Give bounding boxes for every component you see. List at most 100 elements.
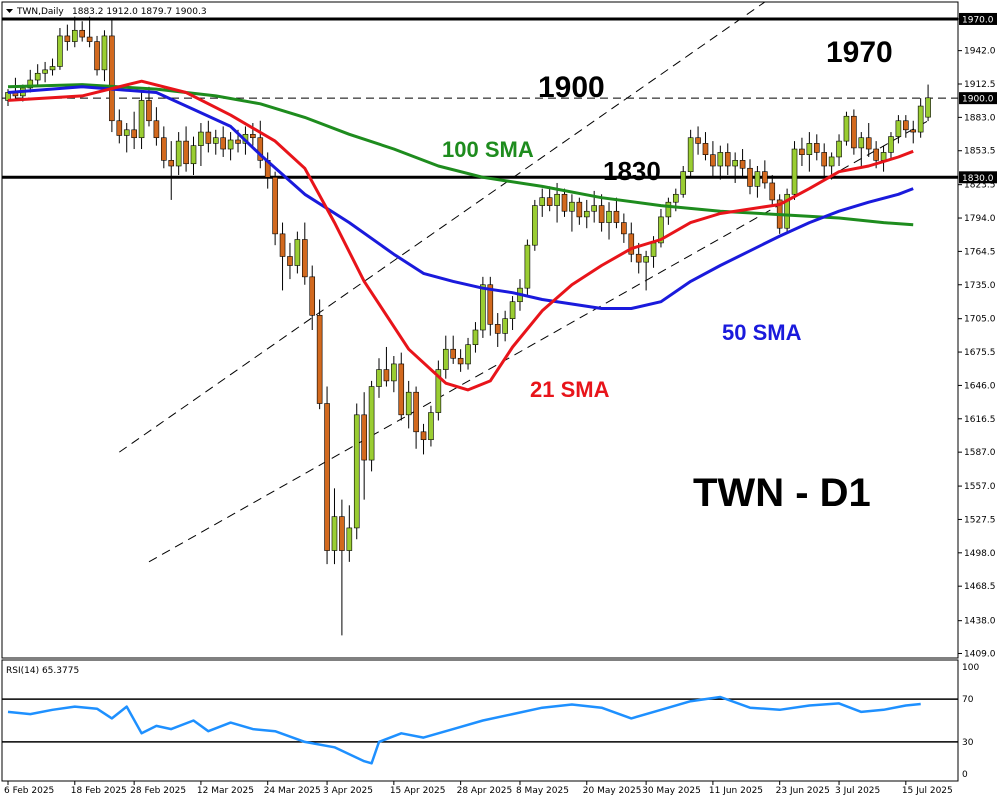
candle-body xyxy=(64,35,71,42)
candle xyxy=(865,123,872,157)
candle xyxy=(435,360,442,421)
candle xyxy=(301,222,308,285)
candle-body xyxy=(524,244,531,289)
rsi-tick-label: 70 xyxy=(962,695,974,705)
candle-body xyxy=(813,143,820,153)
time-tick-label: 12 Mar 2025 xyxy=(197,786,254,796)
candle-body xyxy=(532,205,538,246)
candle-body xyxy=(591,205,597,212)
candle-body xyxy=(279,233,286,257)
candle-body xyxy=(175,140,182,167)
candle xyxy=(383,346,390,387)
candle-body xyxy=(895,120,902,137)
rsi-series xyxy=(2,695,958,765)
candle xyxy=(309,265,316,330)
price-tick-label: 1587.0 xyxy=(964,448,996,458)
candle xyxy=(86,16,93,48)
candle xyxy=(413,386,419,449)
candle xyxy=(509,296,516,330)
candle xyxy=(287,242,293,280)
trend-channel xyxy=(119,1,929,563)
candle xyxy=(294,231,301,274)
candle xyxy=(539,188,546,217)
candle-body xyxy=(405,391,412,416)
candle-body xyxy=(836,140,842,158)
candle-body xyxy=(131,129,137,139)
candle-body xyxy=(198,131,204,146)
candle-body xyxy=(361,414,367,461)
candle-body xyxy=(353,414,360,529)
candle-body xyxy=(183,140,189,165)
candle-body xyxy=(858,137,865,149)
price-tick-label: 1675.5 xyxy=(964,348,996,358)
price-label-text: 1900.0 xyxy=(962,95,994,105)
price-tick-label: 1646.0 xyxy=(964,381,996,391)
candle-body xyxy=(717,152,724,167)
time-tick-label: 3 Apr 2025 xyxy=(323,786,373,796)
candle xyxy=(138,92,145,150)
candle-body xyxy=(843,115,850,142)
candle-body xyxy=(250,134,256,139)
candle-body xyxy=(316,314,323,404)
candle-body xyxy=(153,120,160,139)
candle xyxy=(903,115,909,138)
candle-body xyxy=(754,171,761,187)
candle-body xyxy=(509,301,516,319)
candle xyxy=(442,335,449,379)
candle xyxy=(628,222,635,263)
time-tick-label: 11 Jun 2025 xyxy=(709,786,763,796)
candle-body xyxy=(227,139,234,150)
rsi-tick-label: 100 xyxy=(962,663,979,673)
candle xyxy=(532,199,538,251)
candle-body xyxy=(628,233,635,255)
candle xyxy=(42,61,48,83)
candle xyxy=(57,28,63,70)
candle xyxy=(49,58,56,76)
price-label-box xyxy=(959,171,997,184)
candle xyxy=(220,126,226,157)
candle xyxy=(888,132,894,161)
candle-body xyxy=(398,363,405,416)
candle xyxy=(361,392,367,500)
candle xyxy=(754,166,761,198)
sma21-line xyxy=(7,79,914,392)
candle-body xyxy=(672,193,679,203)
candle xyxy=(27,69,34,93)
price-tick-label: 1616.5 xyxy=(964,415,996,425)
rsi-title: RSI(14) 65.3775 xyxy=(6,666,79,676)
candle-body xyxy=(42,69,48,74)
candle xyxy=(598,194,605,232)
candle xyxy=(687,129,694,178)
price-tick-label: 1942.0 xyxy=(964,47,996,57)
candle xyxy=(391,356,397,393)
moving-averages xyxy=(7,79,914,392)
candle xyxy=(109,18,115,133)
candle xyxy=(161,126,167,169)
price-tick-label: 1794.0 xyxy=(964,214,996,224)
time-tick-label: 15 Apr 2025 xyxy=(390,786,446,796)
candle xyxy=(665,197,672,225)
candle-body xyxy=(784,193,790,229)
sma50-label: 50 SMA xyxy=(722,320,802,345)
candle xyxy=(791,141,798,200)
candle xyxy=(279,222,286,291)
candle-body xyxy=(71,29,78,42)
candle-body xyxy=(925,97,931,118)
candle-body xyxy=(821,152,828,167)
candle-body xyxy=(554,193,560,206)
level-1970-label: 1970 xyxy=(826,36,893,69)
candle xyxy=(762,160,768,189)
candle-body xyxy=(888,136,894,153)
candle xyxy=(190,136,197,176)
candle xyxy=(621,213,627,243)
candle xyxy=(257,120,264,169)
candle-body xyxy=(695,137,701,144)
time-tick-label: 24 Mar 2025 xyxy=(264,786,321,796)
candle xyxy=(212,129,219,155)
candle xyxy=(569,194,575,232)
candle xyxy=(368,380,375,472)
price-tick-label: 1705.0 xyxy=(964,315,996,325)
chart-title: TWN - D1 xyxy=(693,471,871,515)
rsi-axis: 100 70 30 0 xyxy=(962,663,979,780)
candle xyxy=(821,143,828,178)
